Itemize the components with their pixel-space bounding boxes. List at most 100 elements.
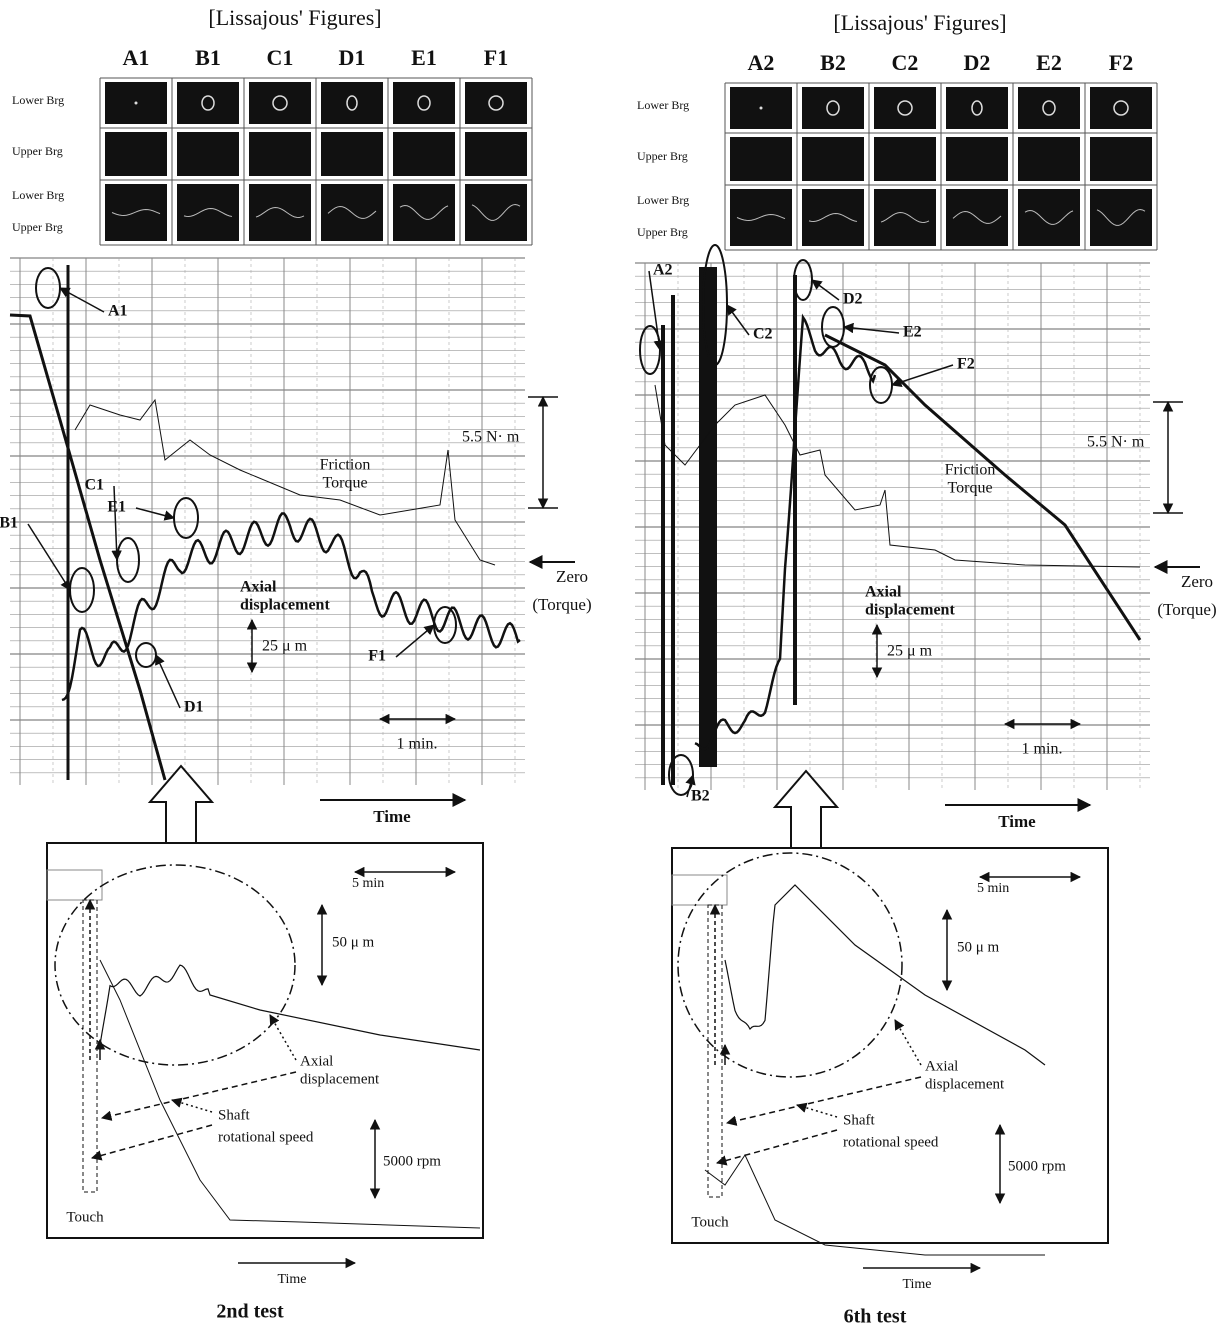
time-label: Time [998,812,1036,831]
lissajous-cell [874,189,936,246]
lissajous-cell [393,184,455,241]
inset-speed-scale-label: 5000 rpm [383,1153,441,1169]
lissajous-cell [249,132,311,176]
inset-axial-label: displacement [925,1076,1005,1092]
inset-disp-scale-label: 50 μ m [332,934,375,950]
marker-arrow [114,486,117,560]
inset-disp-scale-label: 50 μ m [957,939,1000,955]
lissajous-cell [802,189,864,246]
axial-label: Axial [865,584,902,601]
inset-speed-label: Shaft [843,1112,875,1128]
column-label: E1 [411,45,437,70]
zero-label: (Torque) [1157,600,1216,619]
test-panel: [Lissajous' Figures] A1 B1 C1 D1 E1 F1 Lower Br… [0,5,592,1323]
inset-time-label: Time [277,1272,306,1287]
zero-label: (Torque) [532,595,591,614]
lissajous-title: [Lissajous' Figures] [208,5,381,30]
row-label: Lower Brg [12,93,64,107]
row-label: Lower Brg [12,188,64,202]
zoom-arrow [150,766,212,852]
marker-ring [117,538,139,582]
min-scale-label: 1 min. [1022,741,1063,758]
lissajous-dot [135,102,138,105]
lissajous-cell [321,82,383,124]
lissajous-cell [105,132,167,176]
inset-speed-label: rotational speed [218,1129,314,1145]
inset-speed-label: rotational speed [843,1134,939,1150]
column-label: E2 [1036,50,1062,75]
torque-trace [655,385,1140,567]
zero-label: Zero [1181,572,1213,591]
caption: 6th test [844,1306,907,1328]
lissajous-cell [1090,87,1152,129]
speed-trace [10,315,165,780]
friction-label: Torque [947,480,992,497]
marker-arrow [812,280,839,300]
marker-arrow [649,271,660,350]
marker-label: E2 [903,324,922,341]
figure: [Lissajous' Figures] A1 B1 C1 D1 E1 F1 Lower Br… [0,0,1225,1330]
caption: 2nd test [216,1301,284,1323]
column-label: F2 [1109,50,1133,75]
zero-label: Zero [556,567,588,586]
marker-ring [822,307,844,347]
marker-arrow [28,524,70,590]
column-label: A1 [123,45,150,70]
lissajous-cell [177,82,239,124]
column-label: D2 [964,50,991,75]
marker-label: C1 [84,477,104,494]
column-label: D1 [339,45,366,70]
axial-label: displacement [240,597,330,614]
marker-label: F1 [368,648,386,665]
marker-arrow [727,305,749,335]
inset-time-scale-label: 5 min [977,881,1009,896]
row-label: Upper Brg [12,144,63,158]
column-label: C1 [267,45,294,70]
trace-band [699,267,717,767]
row-label: Lower Brg [637,98,689,112]
inset-speed-label: Shaft [218,1107,250,1123]
lissajous-cell [946,137,1008,181]
axial-label: displacement [865,602,955,619]
touch-label: Touch [691,1214,729,1230]
lissajous-cell [1018,189,1080,246]
column-label: B2 [820,50,846,75]
lissajous-cell [874,137,936,181]
inset-axial-label: Axial [925,1058,958,1074]
row-label: Upper Brg [637,149,688,163]
lissajous-cell [249,82,311,124]
lissajous-title: [Lissajous' Figures] [833,10,1006,35]
lissajous-cell [1018,137,1080,181]
marker-ring [870,367,892,403]
lissajous-cell [802,87,864,129]
lissajous-cell [1090,189,1152,246]
marker-label: E1 [107,499,126,516]
lissajous-cell [393,82,455,124]
marker-arrow [156,655,180,708]
lissajous-cell [177,184,239,241]
marker-label: A1 [108,303,128,320]
lissajous-cell [465,82,527,124]
friction-label: Friction [320,457,371,474]
row-label: Upper Brg [637,225,688,239]
min-scale-label: 1 min. [397,736,438,753]
lissajous-cell [321,132,383,176]
lissajous-cell [1018,87,1080,129]
lissajous-cell [874,87,936,129]
inset-axial-label: Axial [300,1053,333,1069]
lissajous-cell [465,184,527,241]
lissajous-cell [249,184,311,241]
disp-scale-label: 25 μ m [262,638,308,655]
column-label: F1 [484,45,508,70]
marker-label: B1 [0,515,18,532]
column-label: B1 [195,45,221,70]
lissajous-cell [177,132,239,176]
lissajous-cell [393,132,455,176]
lissajous-cell [465,132,527,176]
marker-label: F2 [957,356,975,373]
marker-label: B2 [691,788,710,805]
column-label: A2 [748,50,775,75]
row-label: Upper Brg [12,220,63,234]
marker-label: D1 [184,699,204,716]
